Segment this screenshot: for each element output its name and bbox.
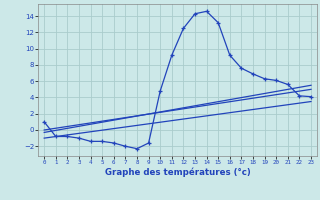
X-axis label: Graphe des températures (°c): Graphe des températures (°c)	[105, 168, 251, 177]
